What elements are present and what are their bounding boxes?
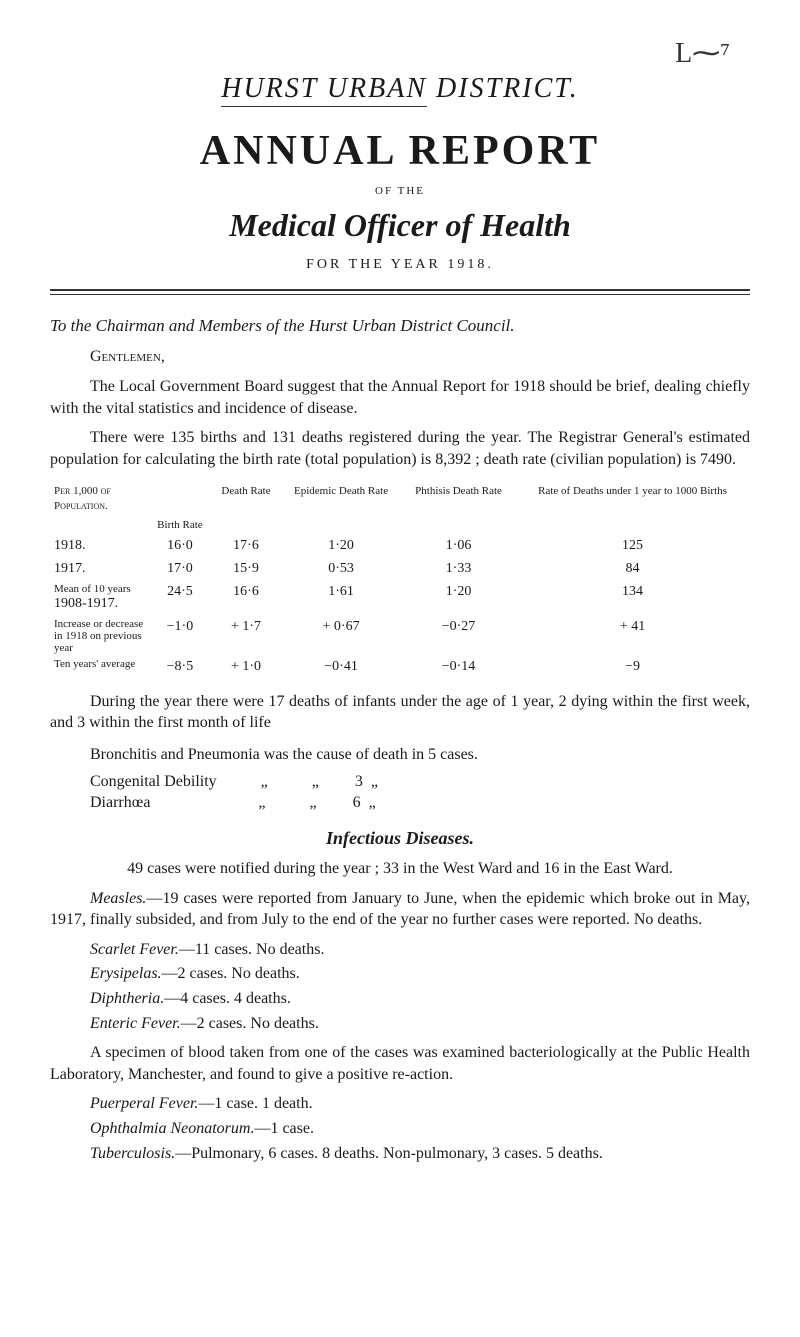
publication-title: HURST URBAN DISTRICT.	[50, 70, 750, 108]
table-row: Ten years' average −8·5 + 1·0 −0·41 −0·1…	[50, 656, 750, 679]
cell: + 41	[515, 616, 750, 656]
col-birth-label: Birth Rate	[148, 516, 212, 535]
col-phthisis: Phthisis Death Rate	[402, 482, 515, 516]
measles-para: Measles.—19 cases were reported from Jan…	[50, 888, 750, 931]
cell: −9	[515, 656, 750, 679]
main-title: ANNUAL REPORT	[50, 123, 750, 180]
table-row: Increase or decrease in 1918 on previous…	[50, 616, 750, 656]
infectious-intro: 49 cases were notified during the year ;…	[50, 858, 750, 880]
bronchitis-line: Bronchitis and Pneumonia was the cause o…	[90, 744, 750, 766]
row-label: 1917.	[50, 558, 148, 581]
enteric-line: Enteric Fever.—2 cases. No deaths.	[90, 1013, 750, 1035]
col-death: Death Rate	[212, 482, 280, 516]
cell: 17·6	[212, 535, 280, 558]
col-epidemic: Epidemic Death Rate	[280, 482, 402, 516]
statistics-table: Per 1,000 of Population. Death Rate Epid…	[50, 482, 750, 678]
cell: 125	[515, 535, 750, 558]
cell: −0·41	[280, 656, 402, 679]
specimen-para: A specimen of blood taken from one of th…	[50, 1042, 750, 1085]
cell: 17·0	[148, 558, 212, 581]
cell: −0·14	[402, 656, 515, 679]
cell: 16·6	[212, 581, 280, 616]
cell: 1·33	[402, 558, 515, 581]
cell: 0·53	[280, 558, 402, 581]
table-row: 1917. 17·0 15·9 0·53 1·33 84	[50, 558, 750, 581]
cell: + 1·7	[212, 616, 280, 656]
cell: 1·61	[280, 581, 402, 616]
col-under: Rate of Deaths under 1 year to 1000 Birt…	[515, 482, 750, 516]
cell: −8·5	[148, 656, 212, 679]
cell: 15·9	[212, 558, 280, 581]
of-the-label: OF THE	[50, 184, 750, 199]
table-subheader-row: Birth Rate	[50, 516, 750, 535]
row-label: Mean of 10 years 1908-1917.	[50, 581, 148, 616]
cell: 16·0	[148, 535, 212, 558]
title-part-a: HURST URBAN	[221, 73, 427, 107]
during-year-para: During the year there were 17 deaths of …	[50, 691, 750, 734]
tuberculosis-line: Tuberculosis.—Pulmonary, 6 cases. 8 deat…	[50, 1143, 750, 1165]
cell: + 0·67	[280, 616, 402, 656]
puerperal-line: Puerperal Fever.—1 case. 1 death.	[90, 1093, 750, 1115]
row-label: Increase or decrease in 1918 on previous…	[50, 616, 148, 656]
header-per-1000: Per 1,000 of Population.	[50, 482, 148, 516]
table-row: 1918. 16·0 17·6 1·20 1·06 125	[50, 535, 750, 558]
opening-para-2: There were 135 births and 131 deaths reg…	[50, 427, 750, 470]
divider-rule	[50, 289, 750, 295]
table-row: Mean of 10 years 1908-1917. 24·5 16·6 1·…	[50, 581, 750, 616]
addressee-line: To the Chairman and Members of the Hurst…	[50, 315, 750, 338]
salutation: Gentlemen,	[90, 346, 750, 368]
header-scribble: L⁓⁷	[675, 35, 730, 73]
row-label: Ten years' average	[50, 656, 148, 679]
cell: 84	[515, 558, 750, 581]
cell: 1·20	[402, 581, 515, 616]
col-birth	[148, 482, 212, 516]
cell: 1·06	[402, 535, 515, 558]
diarrhoea-line: Diarrhœa „ „ 6 „	[90, 792, 750, 814]
diphtheria-line: Diphtheria.—4 cases. 4 deaths.	[90, 988, 750, 1010]
erysipelas-line: Erysipelas.—2 cases. No deaths.	[90, 963, 750, 985]
scarlet-line: Scarlet Fever.—11 cases. No deaths.	[90, 939, 750, 961]
cell: 134	[515, 581, 750, 616]
table-header-row: Per 1,000 of Population. Death Rate Epid…	[50, 482, 750, 516]
cell: 24·5	[148, 581, 212, 616]
infectious-heading: Infectious Diseases.	[50, 826, 750, 850]
ophthalmia-line: Ophthalmia Neonatorum.—1 case.	[90, 1118, 750, 1140]
cell: −1·0	[148, 616, 212, 656]
cell: + 1·0	[212, 656, 280, 679]
congenital-line: Congenital Debility „ „ 3 „	[90, 771, 750, 793]
row-label: 1918.	[50, 535, 148, 558]
for-year: FOR THE YEAR 1918.	[50, 256, 750, 275]
opening-para-1: The Local Government Board suggest that …	[50, 376, 750, 419]
subtitle: Medical Officer of Health	[50, 204, 750, 247]
cell: 1·20	[280, 535, 402, 558]
title-part-b: DISTRICT.	[436, 73, 579, 104]
cell: −0·27	[402, 616, 515, 656]
